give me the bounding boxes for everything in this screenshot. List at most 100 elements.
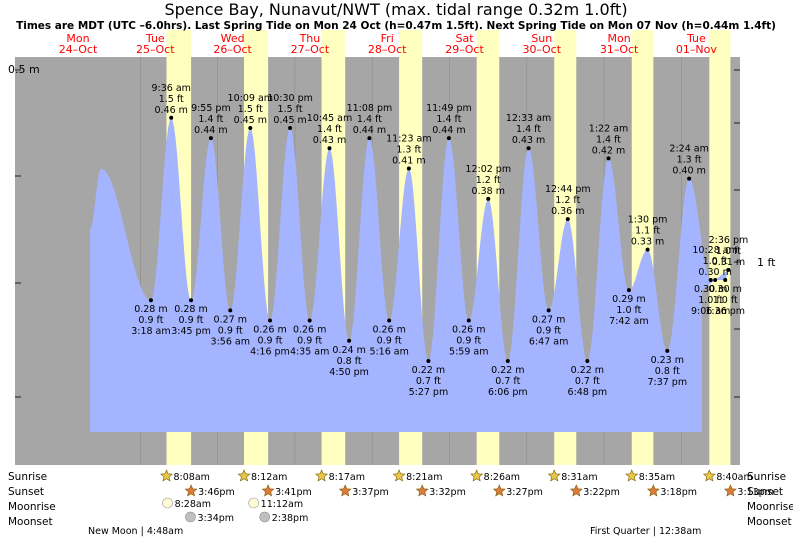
sunset-icon: [646, 484, 660, 497]
low-tide-feet-label: 1.0 ft: [713, 295, 738, 306]
low-tide-point: [585, 359, 590, 364]
low-tide-meters-label: 0.27 m: [214, 314, 247, 325]
high-tide-point: [208, 136, 213, 141]
day-name-label: Mon: [66, 32, 89, 45]
day-name-label: Sun: [531, 32, 552, 45]
low-tide-feet-label: 0.7 ft: [495, 376, 520, 387]
low-tide-meters-label: 0.30 m: [708, 284, 741, 295]
low-tide-time-label: 1:36 pm: [705, 306, 745, 317]
first-quarter-label: First Quarter | 12:38am: [590, 526, 701, 537]
low-tide-meters-label: 0.23 m: [651, 355, 684, 366]
high-tide-meters-label: 0.44 m: [353, 125, 386, 136]
high-tide-meters-label: 0.44 m: [432, 125, 465, 136]
low-tide-point: [665, 348, 670, 353]
high-tide-meters-label: 0.31 m: [712, 257, 745, 268]
sunrise-icon: [547, 469, 561, 482]
high-tide-meters-label: 0.44 m: [194, 125, 227, 136]
sunrise-time: 8:31am: [561, 472, 597, 483]
day-name-label: Tue: [145, 32, 165, 45]
high-tide-feet-label: 1.5 ft: [238, 104, 263, 115]
sunrise-icon: [315, 469, 329, 482]
high-tide-time-label: 2:36 pm: [709, 235, 749, 246]
sunset-icon: [415, 484, 429, 497]
moonset-time: 2:38pm: [272, 513, 309, 524]
low-tide-meters-label: 0.26 m: [372, 325, 405, 336]
low-tide-feet-label: 0.9 ft: [456, 336, 481, 347]
sunrise-time: 8:40am: [716, 472, 752, 483]
high-tide-point: [645, 247, 650, 252]
high-tide-meters-label: 0.38 m: [472, 186, 505, 197]
high-tide-meters-label: 0.33 m: [631, 237, 664, 248]
high-tide-meters-label: 0.45 m: [273, 115, 306, 126]
low-tide-feet-label: 0.7 ft: [575, 376, 600, 387]
high-tide-feet-label: 1.4 ft: [317, 124, 342, 135]
day-date-label: 28–Oct: [368, 43, 407, 56]
low-tide-time-label: 6:48 pm: [568, 387, 608, 398]
sunrise-icon: [160, 469, 173, 482]
moonset-icon: [259, 511, 271, 523]
high-tide-time-label: 11:08 pm: [347, 103, 393, 114]
low-tide-meters-label: 0.28 m: [174, 304, 207, 315]
day-date-label: 27–Oct: [291, 43, 330, 56]
sunset-icon: [261, 484, 275, 497]
day-date-label: 01–Nov: [676, 43, 717, 56]
moonset-time: 3:34pm: [197, 513, 234, 524]
moonrise-label-left: Moonrise: [8, 501, 56, 513]
high-tide-point: [606, 156, 611, 161]
high-tide-feet-label: 1.3 ft: [677, 155, 702, 166]
moonset-icon: [185, 511, 196, 523]
new-moon-label: New Moon | 4:48am: [88, 526, 183, 537]
sunset-icon: [338, 484, 352, 497]
sunrise-time: 8:17am: [329, 472, 365, 483]
high-tide-meters-label: 0.41 m: [392, 155, 425, 166]
sunset-label-left: Sunset: [8, 486, 44, 498]
day-name-label: Sat: [455, 32, 474, 45]
high-tide-feet-label: 1.0 ft: [703, 256, 728, 267]
high-tide-point: [367, 136, 372, 141]
low-tide-point: [626, 288, 631, 293]
low-tide-feet-label: 1.0 ft: [616, 305, 641, 316]
low-tide-feet-label: 0.9 ft: [536, 325, 561, 336]
high-tide-time-label: 10:28 am: [692, 245, 737, 256]
low-tide-point: [267, 318, 272, 323]
sunset-time: 3:13pm: [737, 487, 774, 498]
sunset-icon: [184, 484, 198, 497]
high-tide-feet-label: 1.4 ft: [596, 134, 621, 145]
chart-subtitle: Times are MDT (UTC –6.0hrs). Last Spring…: [16, 20, 776, 32]
low-tide-time-label: 5:59 am: [449, 347, 488, 358]
sunset-icon: [723, 484, 737, 497]
sunset-time: 3:18pm: [660, 487, 697, 498]
high-tide-feet-label: 1.5 ft: [159, 94, 184, 105]
low-tide-meters-label: 0.26 m: [253, 325, 286, 336]
low-tide-feet-label: 0.9 ft: [218, 325, 243, 336]
day-date-label: 24–Oct: [59, 43, 98, 56]
high-tide-point: [406, 166, 411, 171]
low-tide-time-label: 3:45 pm: [171, 326, 211, 337]
low-tide-point: [505, 359, 510, 364]
sunset-time: 3:27pm: [506, 487, 543, 498]
day-date-label: 30–Oct: [523, 43, 562, 56]
sunrise-icon: [237, 469, 251, 482]
low-tide-feet-label: 0.9 ft: [377, 336, 402, 347]
tide-labels: 0.28 m0.9 ft3:18 am9:36 am1.5 ft0.46 m0.…: [131, 83, 748, 398]
axis-ticks: [15, 69, 740, 398]
sunrise-time: 8:35am: [639, 472, 675, 483]
day-labels: Mon24–OctTue25–OctWed26–OctThu27–OctFri2…: [59, 32, 718, 56]
low-tide-feet-label: 0.9 ft: [179, 315, 204, 326]
high-tide-point: [446, 136, 451, 141]
moonrise-label-right: Moonrise: [747, 501, 793, 513]
low-tide-point: [708, 277, 713, 282]
low-tide-time-label: 9:06 am: [691, 306, 730, 317]
low-tide-meters-label: 0.22 m: [412, 365, 445, 376]
high-tide-feet-label: 1.4 ft: [516, 124, 541, 135]
sunrise-label-left: Sunrise: [8, 471, 47, 483]
sunset-time: 3:41pm: [275, 487, 312, 498]
sunrise-time: 8:08am: [173, 472, 209, 483]
high-tide-feet-label: 1.0 ft: [716, 246, 741, 257]
low-tide-meters-label: 0.22 m: [571, 365, 604, 376]
sunset-icon: [569, 484, 583, 497]
high-tide-feet-label: 1.2 ft: [476, 175, 501, 186]
low-tide-meters-label: 0.29 m: [612, 294, 645, 305]
low-tide-meters-label: 0.26 m: [452, 325, 485, 336]
